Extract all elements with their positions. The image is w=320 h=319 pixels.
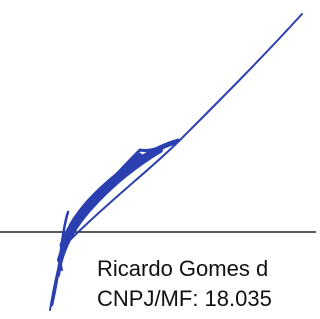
signer-id: CNPJ/MF: 18.035 (97, 286, 272, 311)
signer-name: Ricardo Gomes d (97, 256, 268, 281)
page: Ricardo Gomes d CNPJ/MF: 18.035 (() => {… (0, 0, 316, 319)
document: Ricardo Gomes d CNPJ/MF: 18.035 (0, 0, 316, 319)
